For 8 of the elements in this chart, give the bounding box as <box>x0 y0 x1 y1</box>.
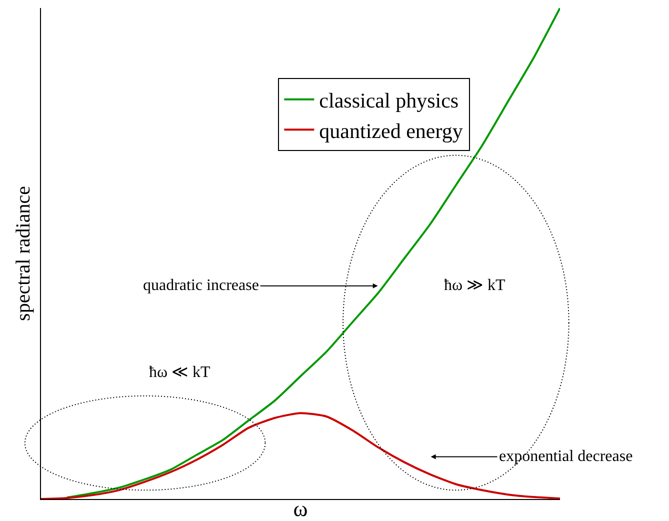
legend-label: quantized energy <box>319 118 464 143</box>
annotation: ħω ≫ kT <box>444 277 506 294</box>
annotation: ħω ≪ kT <box>149 364 211 381</box>
annotation: exponential decrease <box>499 448 633 465</box>
x-axis-title: ω <box>293 496 308 521</box>
legend-label: classical physics <box>319 88 459 113</box>
y-axis-title: spectral radiance <box>12 186 34 321</box>
annotation: quadratic increase <box>143 277 259 294</box>
